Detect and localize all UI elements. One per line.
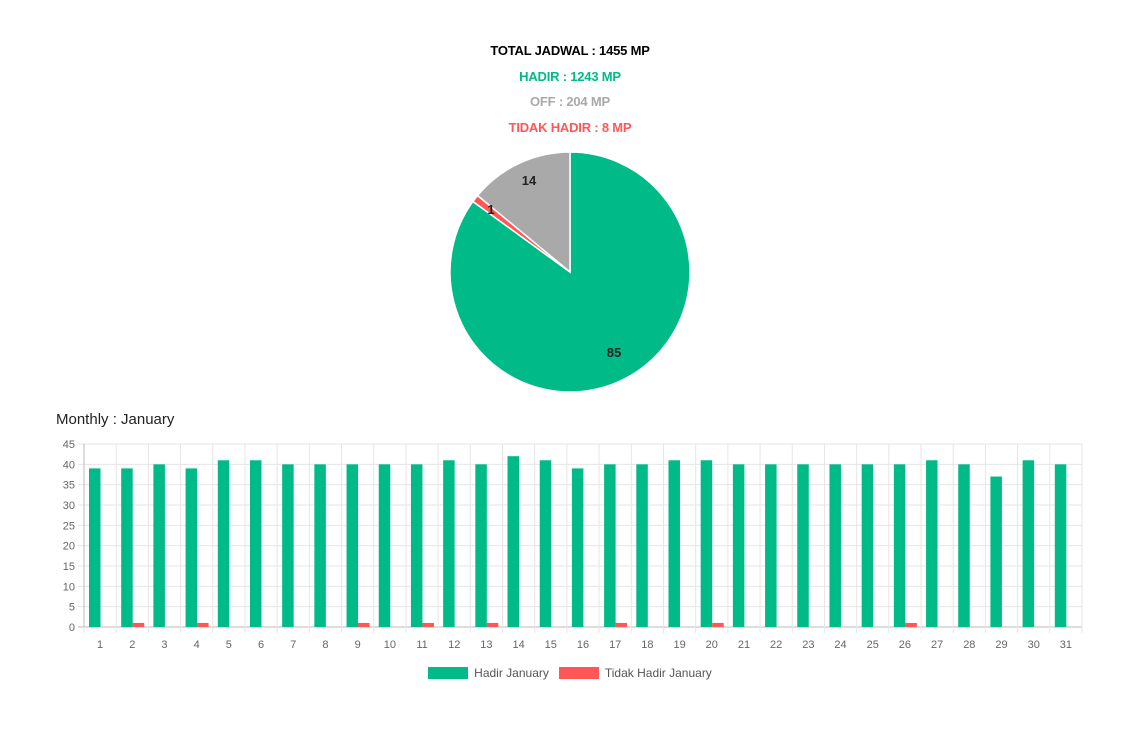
x-tick-label: 15 xyxy=(545,639,557,651)
bar-hadir[interactable] xyxy=(765,464,777,627)
x-tick-label: 11 xyxy=(416,639,427,651)
y-tick-label: 45 xyxy=(63,439,75,451)
bar-tidak-hadir[interactable] xyxy=(905,622,917,627)
attendance-summary: TOTAL JADWAL : 1455 MP HADIR : 1243 MP O… xyxy=(0,42,1140,144)
x-tick-label: 4 xyxy=(194,639,200,651)
bar-tidak-hadir[interactable] xyxy=(712,622,724,627)
pie-data-label: 85 xyxy=(607,345,621,360)
x-tick-label: 5 xyxy=(226,639,232,651)
x-tick-label: 3 xyxy=(161,639,167,651)
bar-tidak-hadir[interactable] xyxy=(486,622,499,627)
bar-hadir[interactable] xyxy=(475,464,487,627)
absent-text: TIDAK HADIR : 8 MP xyxy=(508,119,632,135)
x-tick-label: 8 xyxy=(322,639,328,651)
bar-hadir[interactable] xyxy=(797,464,809,627)
bar-hadir[interactable] xyxy=(507,456,520,627)
bar-hadir[interactable] xyxy=(443,460,455,627)
x-tick-label: 21 xyxy=(738,639,750,651)
bar-hadir[interactable] xyxy=(604,464,616,627)
y-tick-label: 20 xyxy=(63,541,75,553)
bar-hadir[interactable] xyxy=(1022,460,1035,627)
present-text: HADIR : 1243 MP xyxy=(519,68,621,84)
bar-hadir[interactable] xyxy=(346,464,359,627)
bar-tidak-hadir[interactable] xyxy=(197,622,209,627)
x-tick-label: 26 xyxy=(899,639,911,651)
x-tick-label: 1 xyxy=(97,639,103,651)
bar-hadir[interactable] xyxy=(861,464,874,627)
bar-hadir[interactable] xyxy=(249,460,262,627)
x-tick-label: 31 xyxy=(1060,639,1072,651)
x-tick-label: 6 xyxy=(258,639,264,651)
bar-legend: Hadir January Tidak Hadir January xyxy=(0,666,1140,680)
x-tick-label: 28 xyxy=(963,639,975,651)
y-tick-label: 35 xyxy=(63,480,75,492)
bar-hadir[interactable] xyxy=(990,476,1002,627)
attendance-pie-chart: 85 1 14 xyxy=(449,151,691,393)
x-tick-label: 24 xyxy=(834,639,846,651)
bar-hadir[interactable] xyxy=(893,464,906,627)
bar-hadir[interactable] xyxy=(668,460,680,627)
bar-hadir[interactable] xyxy=(829,464,841,627)
x-tick-label: 27 xyxy=(931,639,943,651)
bar-hadir[interactable] xyxy=(282,464,294,627)
bar-hadir[interactable] xyxy=(700,460,713,627)
bar-tidak-hadir[interactable] xyxy=(615,622,628,627)
bar-hadir[interactable] xyxy=(217,460,230,627)
x-tick-label: 30 xyxy=(1028,639,1040,651)
y-tick-label: 10 xyxy=(63,581,75,593)
off-text: OFF : 204 MP xyxy=(530,94,610,109)
x-tick-label: 12 xyxy=(448,639,460,651)
y-tick-label: 30 xyxy=(63,500,75,512)
y-tick-label: 0 xyxy=(69,622,75,634)
x-tick-label: 22 xyxy=(770,639,782,651)
monthly-chart-title: Monthly : January xyxy=(56,411,175,428)
x-tick-label: 14 xyxy=(512,639,524,651)
x-tick-label: 13 xyxy=(480,639,492,651)
bar-tidak-hadir[interactable] xyxy=(422,622,434,627)
bar-hadir[interactable] xyxy=(410,464,423,627)
bar-hadir[interactable] xyxy=(89,468,101,627)
x-tick-label: 19 xyxy=(673,639,685,651)
y-tick-label: 40 xyxy=(63,459,75,471)
legend-item-hadir[interactable]: Hadir January xyxy=(428,666,549,680)
bar-hadir[interactable] xyxy=(153,464,165,627)
x-tick-label: 17 xyxy=(609,639,621,651)
bar-hadir[interactable] xyxy=(378,464,391,627)
legend-label-hadir: Hadir January xyxy=(474,666,549,680)
bar-hadir[interactable] xyxy=(926,460,938,627)
legend-label-tidak-hadir: Tidak Hadir January xyxy=(604,666,712,680)
y-tick-label: 5 xyxy=(69,602,75,614)
x-tick-label: 18 xyxy=(641,639,653,651)
bar-hadir[interactable] xyxy=(1054,464,1067,627)
bar-tidak-hadir[interactable] xyxy=(132,622,145,627)
total-schedule-text: TOTAL JADWAL : 1455 MP xyxy=(490,43,650,58)
x-tick-label: 25 xyxy=(867,639,879,651)
x-tick-label: 20 xyxy=(706,639,718,651)
x-tick-label: 23 xyxy=(802,639,814,651)
x-tick-label: 2 xyxy=(129,639,135,651)
y-tick-label: 15 xyxy=(63,561,75,573)
legend-swatch-tidak-hadir xyxy=(558,667,599,679)
bar-hadir[interactable] xyxy=(185,468,198,627)
bar-hadir[interactable] xyxy=(958,464,970,627)
bar-hadir[interactable] xyxy=(732,464,745,627)
bar-hadir[interactable] xyxy=(314,464,326,627)
legend-swatch-hadir xyxy=(428,667,469,679)
bar-hadir[interactable] xyxy=(539,460,552,627)
pie-data-label: 1 xyxy=(487,202,494,217)
pie-slice-off[interactable] xyxy=(476,151,571,274)
bar-tidak-hadir[interactable] xyxy=(358,622,370,627)
x-tick-label: 29 xyxy=(995,639,1007,651)
bar-hadir[interactable] xyxy=(571,468,584,627)
bar-hadir[interactable] xyxy=(636,464,648,627)
x-tick-label: 9 xyxy=(355,639,361,651)
x-tick-label: 16 xyxy=(577,639,589,651)
legend-item-tidak-hadir[interactable]: Tidak Hadir January xyxy=(558,666,712,680)
x-tick-label: 7 xyxy=(290,639,296,651)
y-tick-label: 25 xyxy=(63,520,75,532)
x-tick-label: 10 xyxy=(384,639,396,651)
pie-data-label: 14 xyxy=(522,173,537,188)
bar-hadir[interactable] xyxy=(121,468,133,627)
